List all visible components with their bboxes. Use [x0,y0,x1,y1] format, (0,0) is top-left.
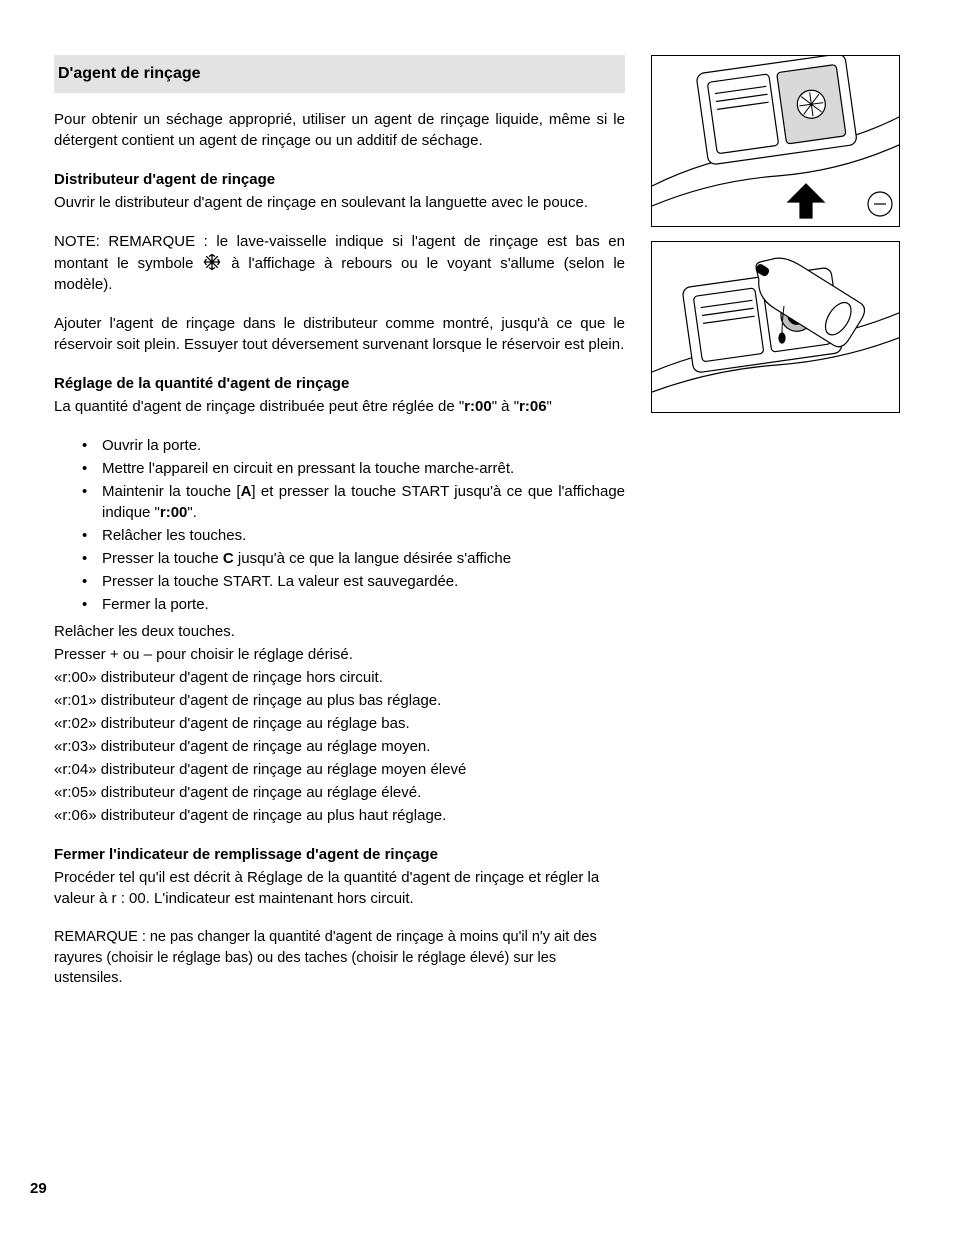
press-line: Presser + ou – pour choisir le réglage d… [54,644,625,665]
step5-c: jusqu'à ce que la langue désirée s'affic… [234,550,511,567]
figure-dispenser-fill [651,241,900,413]
step5-key-c: C [223,550,234,567]
step3-key-a: A [241,483,252,500]
step3-e: ". [187,504,197,521]
list-item: Ouvrir la porte. [74,435,625,456]
step5-a: Presser la touche [102,550,223,567]
dispenser-open: Ouvrir le distributeur d'agent de rinçag… [54,192,625,213]
r02-line: «r:02» distributeur d'agent de rinçage a… [54,713,625,734]
adjust-intro: La quantité d'agent de rinçage distribué… [54,396,625,417]
close-indicator-heading: Fermer l'indicateur de remplissage d'age… [54,844,625,865]
r01-line: «r:01» distributeur d'agent de rinçage a… [54,690,625,711]
r03-line: «r:03» distributeur d'agent de rinçage a… [54,736,625,757]
list-item: Relâcher les touches. [74,525,625,546]
adjust-intro-a: La quantité d'agent de rinçage distribué… [54,398,464,415]
dispenser-add: Ajouter l'agent de rinçage dans le distr… [54,313,625,355]
adjust-steps-list: Ouvrir la porte. Mettre l'appareil en ci… [54,435,625,615]
list-item: Presser la touche START. La valeur est s… [74,571,625,592]
page-number: 29 [30,1178,47,1199]
list-item: Mettre l'appareil en circuit en pressant… [74,458,625,479]
rinse-aid-icon [202,252,222,272]
close-indicator-body: Procéder tel qu'il est décrit à Réglage … [54,867,625,909]
dispenser-note: NOTE: REMARQUE : le lave-vaisselle indiq… [54,231,625,295]
list-item: Maintenir la touche [A] et presser la to… [74,481,625,523]
adjust-intro-end: " [547,398,552,415]
r05-line: «r:05» distributeur d'agent de rinçage a… [54,782,625,803]
list-item: Presser la touche C jusqu'à ce que la la… [74,548,625,569]
step3-a: Maintenir la touche [ [102,483,241,500]
step3-r00: r:00 [160,504,188,521]
r00-line: «r:00» distributeur d'agent de rinçage h… [54,667,625,688]
r04-line: «r:04» distributeur d'agent de rinçage a… [54,759,625,780]
r06-line: «r:06» distributeur d'agent de rinçage a… [54,805,625,826]
release-line: Relâcher les deux touches. [54,621,625,642]
adjust-r00: r:00 [464,398,492,415]
adjust-heading: Réglage de la quantité d'agent de rinçag… [54,373,625,394]
adjust-r06: r:06 [519,398,547,415]
section-header: D'agent de rinçage [54,55,625,93]
list-item: Fermer la porte. [74,594,625,615]
footnote: REMARQUE : ne pas changer la quantité d'… [54,927,625,988]
intro-paragraph: Pour obtenir un séchage approprié, utili… [54,109,625,151]
dispenser-heading: Distributeur d'agent de rinçage [54,169,625,190]
adjust-intro-mid: " à " [492,398,519,415]
figure-dispenser-open [651,55,900,227]
